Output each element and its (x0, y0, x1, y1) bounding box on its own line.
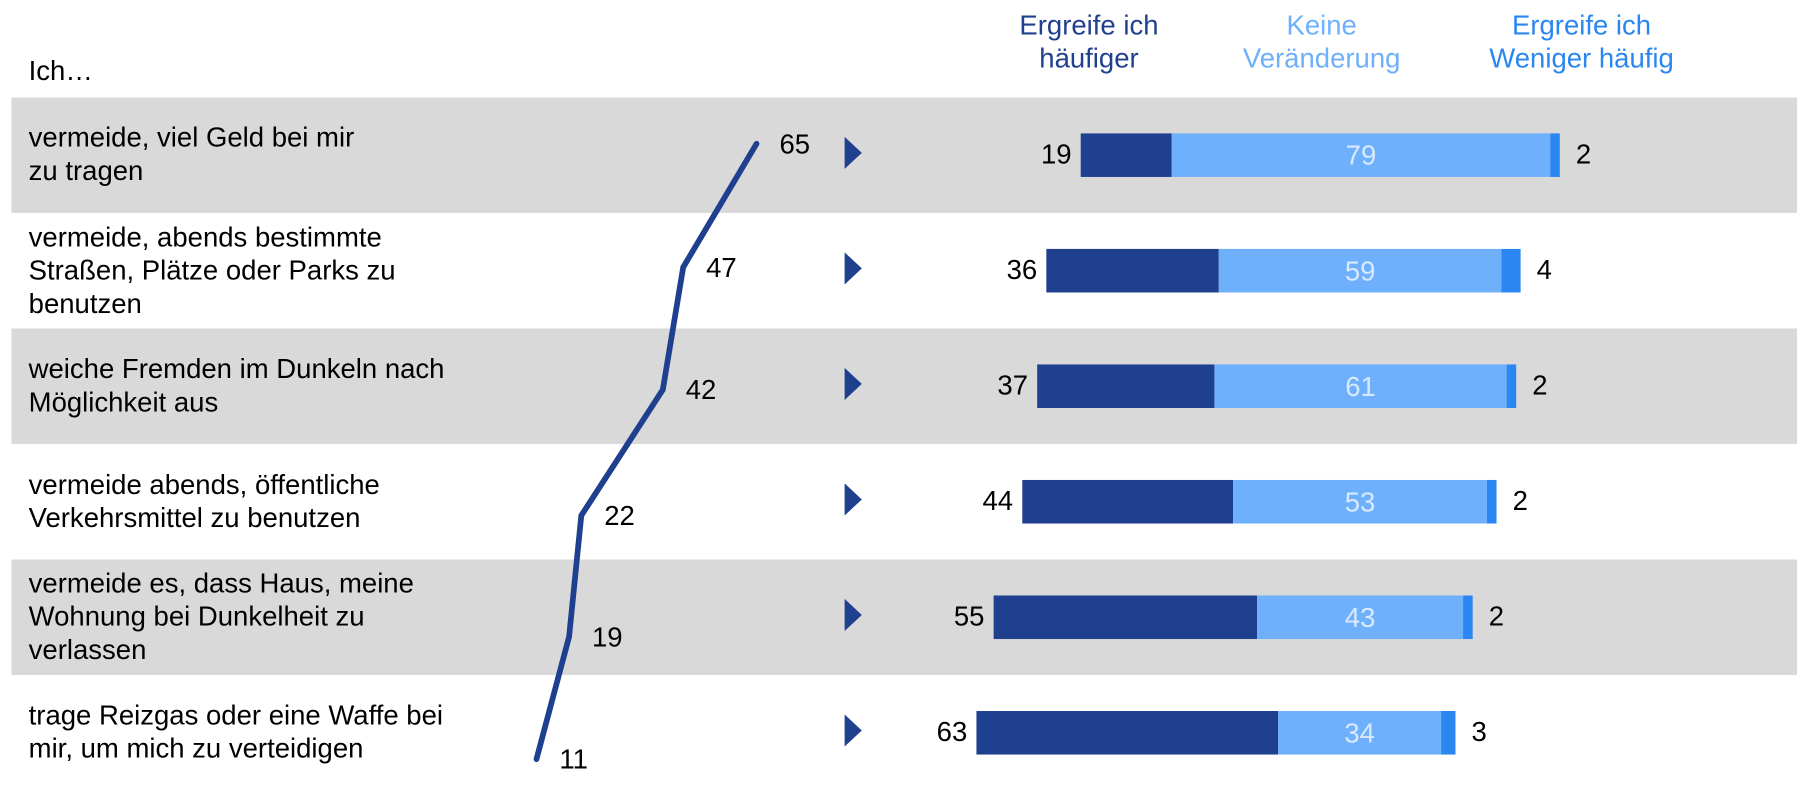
row-label: trage Reizgas oder eine Waffe bei mir, u… (28, 700, 444, 765)
bar-value-label: 37 (997, 370, 1028, 401)
line-value-label: 65 (779, 128, 810, 159)
bar-segment (1501, 248, 1521, 293)
bar-value-label: 2 (1576, 139, 1591, 170)
line-value-label: 22 (604, 500, 635, 531)
bar-segment (1441, 711, 1456, 755)
line-value-label: 42 (686, 374, 717, 405)
row-header: Ich… (28, 56, 93, 88)
bar-segment (1506, 364, 1517, 408)
bar-value-label: 53 (1345, 486, 1376, 517)
bar-segment (1550, 133, 1560, 177)
bar-value-label: 44 (983, 485, 1014, 516)
bar-segment (1171, 133, 1551, 177)
bar-value-label: 3 (1472, 716, 1487, 747)
profile-line (533, 140, 760, 763)
arrow (844, 714, 862, 747)
bar-value-label: 2 (1513, 485, 1528, 516)
legend-label: Ergreife ich häufiger (1019, 10, 1159, 75)
bar-segment (1080, 133, 1172, 177)
bar-value-label: 19 (1041, 139, 1072, 170)
bar-segment (1022, 479, 1234, 524)
row-label: weiche Fremden im Dunkeln nach Möglichke… (28, 354, 445, 419)
bar-value-label: 2 (1489, 601, 1504, 632)
bar-segment (1278, 711, 1442, 755)
row-label: vermeide abends, öffentliche Verkehrsmit… (28, 469, 380, 534)
bar-segment (993, 595, 1258, 640)
bar-value-label: 63 (937, 716, 968, 747)
arrow (844, 252, 862, 285)
bar-segment (1233, 479, 1487, 524)
arrow (844, 483, 862, 516)
line-value-label: 19 (592, 621, 623, 652)
bar-segment (1046, 248, 1219, 293)
line-value-label: 47 (706, 252, 737, 283)
row-label: vermeide, abends bestimmte Straßen, Plät… (28, 221, 396, 320)
bar-segment (976, 711, 1279, 755)
bar-value-label: 2 (1532, 370, 1547, 401)
arrow (844, 598, 862, 632)
bar-segment (1486, 479, 1497, 524)
row-label: vermeide, viel Geld bei mir zu tragen (28, 123, 355, 188)
bar-value-label: 34 (1344, 717, 1375, 748)
bar-value-label: 55 (954, 601, 985, 632)
legend-label: Keine Veränderung (1242, 10, 1401, 75)
bar-segment (1463, 595, 1473, 640)
bar-segment (1218, 248, 1502, 293)
bar-segment (1037, 364, 1215, 408)
arrow (844, 367, 862, 400)
legend-label: Ergreife ich Weniger häufig (1489, 10, 1674, 75)
row-band (11, 559, 1797, 676)
bar-value-label: 79 (1346, 140, 1377, 171)
bar-value-label: 59 (1345, 255, 1376, 286)
bar-value-label: 61 (1345, 371, 1376, 402)
line-value-label: 11 (559, 744, 588, 775)
arrow (844, 136, 862, 169)
row-label: vermeide es, dass Haus, meine Wohnung be… (28, 568, 414, 666)
bar-segment (1214, 364, 1507, 408)
bar-value-label: 4 (1537, 254, 1552, 285)
bar-value-label: 36 (1007, 254, 1038, 285)
bar-segment (1257, 595, 1464, 640)
bar-value-label: 43 (1345, 602, 1376, 633)
